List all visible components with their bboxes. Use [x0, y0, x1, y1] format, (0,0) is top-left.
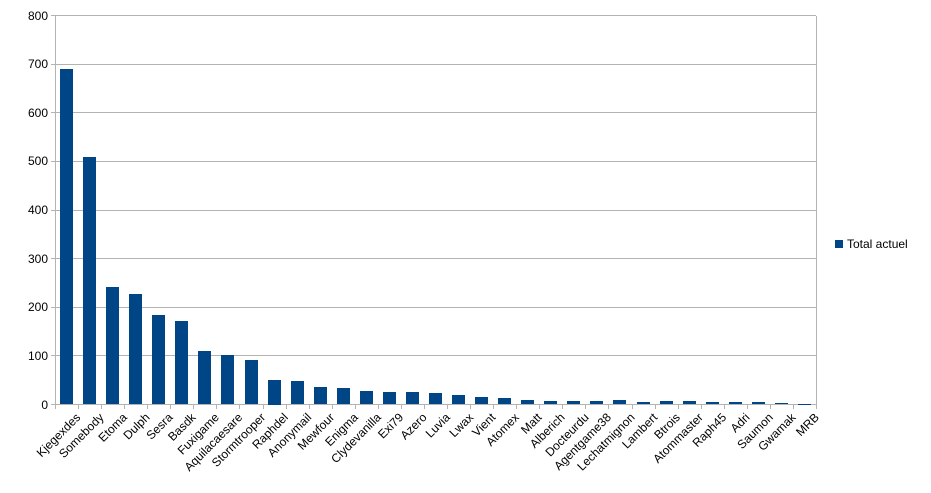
legend-swatch-icon	[835, 240, 843, 248]
x-tick-mark	[769, 405, 771, 409]
x-tick-mark	[308, 405, 310, 409]
x-tick-label: Luvia	[422, 410, 453, 441]
bar-mrb	[797, 403, 811, 405]
x-tick-mark	[562, 405, 564, 409]
y-tick-label: 0	[41, 397, 48, 412]
bar-agentgame38	[590, 400, 604, 405]
x-tick-mark	[101, 405, 103, 409]
x-tick-mark	[170, 405, 172, 409]
gridline	[55, 160, 816, 162]
x-tick-mark	[447, 405, 449, 409]
bar-fuxigame	[198, 351, 212, 405]
gridline	[55, 258, 816, 260]
gridline	[55, 355, 816, 357]
bar-raphdel	[267, 380, 281, 405]
x-tick-mark	[55, 405, 56, 409]
x-tick-mark	[608, 405, 610, 409]
legend: Total actuel	[835, 237, 908, 251]
bar-basdk	[175, 321, 189, 405]
bar-btrois	[659, 400, 673, 405]
gridline	[55, 15, 816, 16]
x-tick-mark	[124, 405, 126, 409]
y-tick-label: 200	[27, 300, 48, 315]
y-tick-label: 100	[27, 348, 48, 363]
y-axis-line	[55, 15, 56, 406]
x-tick-mark	[262, 405, 264, 409]
bar-gwamak	[774, 403, 788, 405]
bar-adri	[728, 402, 742, 405]
x-tick-mark	[239, 405, 241, 409]
bar-aquilacaesare	[221, 355, 235, 405]
x-tick-mark	[816, 405, 817, 409]
bar-luvia	[429, 393, 442, 405]
x-tick-mark	[400, 405, 402, 409]
plot-right-border	[816, 15, 817, 406]
x-tick-mark	[654, 405, 656, 409]
bar-saumon	[751, 401, 765, 405]
x-tick-mark	[470, 405, 472, 409]
bar-kjegexdes	[60, 68, 74, 405]
bar-atomex	[498, 398, 512, 405]
bar-enigma	[336, 387, 350, 405]
x-tick-mark	[78, 405, 80, 409]
x-tick-mark	[539, 405, 541, 409]
bar-lambert	[636, 401, 650, 405]
x-tick-mark	[792, 405, 794, 409]
x-tick-mark	[631, 405, 633, 409]
bar-somebody	[83, 156, 97, 405]
bar-anonymail	[290, 381, 304, 405]
bar-docteurdu	[567, 400, 581, 405]
x-tick-mark	[354, 405, 356, 409]
bar-vient	[475, 397, 489, 405]
x-tick-mark	[193, 405, 195, 409]
x-tick-mark	[700, 405, 702, 409]
bar-stormtrooper	[244, 360, 258, 405]
x-tick-mark	[723, 405, 725, 409]
x-tick-mark	[331, 405, 333, 409]
gridline	[55, 112, 816, 114]
x-tick-mark	[147, 405, 149, 409]
bar-azero	[405, 391, 419, 405]
x-tick-mark	[746, 405, 748, 409]
bar-clydevanilla	[359, 391, 373, 405]
x-tick-mark	[677, 405, 679, 409]
bar-lwax	[452, 394, 466, 405]
bar-dulph	[129, 294, 143, 405]
y-tick-label: 800	[27, 8, 48, 23]
x-tick-mark	[516, 405, 518, 409]
x-tick-mark	[423, 405, 425, 409]
bar-sesra	[152, 315, 166, 405]
x-tick-mark	[493, 405, 495, 409]
x-tick-mark	[585, 405, 587, 409]
bar-exi79	[382, 391, 396, 405]
y-tick-label: 400	[27, 203, 48, 217]
bar-matt	[521, 399, 535, 405]
x-tick-label: MRB	[792, 410, 822, 440]
y-tick-label: 300	[27, 251, 48, 266]
bar-etoma	[106, 286, 120, 405]
x-tick-mark	[216, 405, 218, 409]
x-tick-mark	[285, 405, 287, 409]
y-tick-label: 500	[27, 154, 48, 169]
bar-atommaster	[682, 401, 696, 405]
y-tick-label: 700	[27, 57, 48, 72]
x-tick-mark	[377, 405, 379, 409]
gridline	[55, 404, 816, 405]
bar-lechatmignon	[613, 400, 627, 405]
gridline	[55, 63, 816, 65]
bar-alberich	[544, 401, 558, 405]
gridline	[55, 306, 816, 308]
bar-raph45	[705, 402, 719, 405]
legend-label: Total actuel	[847, 237, 908, 251]
bar-mewfour	[313, 386, 327, 405]
gridline	[55, 209, 816, 211]
y-tick-label: 600	[27, 105, 48, 120]
